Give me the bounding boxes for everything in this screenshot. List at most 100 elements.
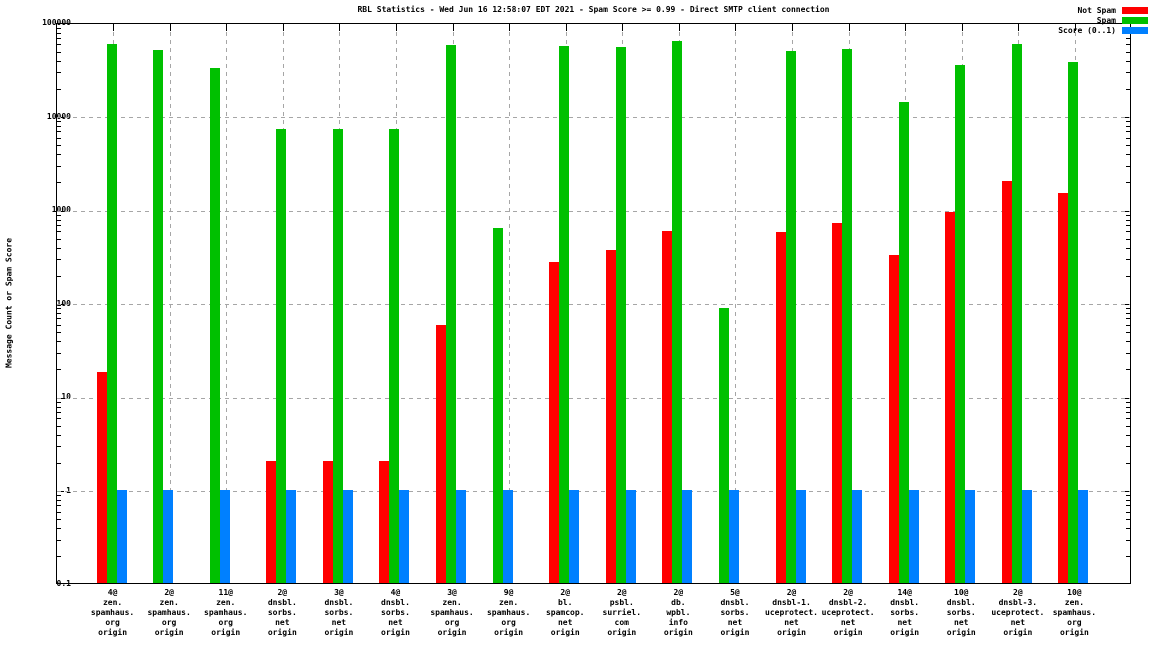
x-category-label-line: sorbs. (324, 608, 354, 617)
x-category-label-line: 14@ (897, 588, 912, 597)
x-category-label-line: net (727, 618, 743, 627)
y-minor-tick-right (1126, 539, 1130, 541)
x-category-label-line: net (557, 618, 573, 627)
x-category-label-line: org (105, 618, 120, 627)
y-minor-tick-left (57, 219, 61, 221)
y-tick-label: 100 (56, 298, 71, 308)
bar-cluster (718, 307, 739, 583)
bar-not-spam (1058, 192, 1069, 583)
y-minor-tick-left (57, 495, 61, 497)
x-category-label-line: 4@ (390, 588, 401, 597)
x-category-label: 10@ dnsbl. sorbs. net origin (919, 588, 1003, 638)
bar-cluster (945, 64, 976, 583)
y-minor-tick-left (57, 165, 61, 167)
x-category-label-line: 2@ (616, 588, 627, 597)
bar-cluster (153, 50, 174, 583)
bar-score-0-1- (286, 489, 297, 583)
legend-item: Spam (1058, 15, 1148, 25)
legend: Not Spam Spam Score (0..1) (1058, 5, 1148, 35)
bar-spam (718, 307, 729, 583)
x-category-label-line: origin (437, 628, 467, 637)
x-category-label-line: net (840, 618, 856, 627)
bar-score-0-1- (682, 489, 693, 583)
x-category-label-line: uceprotect. (821, 608, 875, 617)
bar-not-spam (322, 461, 333, 583)
bar-spam (559, 45, 570, 583)
x-category-label-line: info (668, 618, 688, 627)
x-category-label-line: origin (381, 628, 410, 637)
x-category-label-line: origin (98, 628, 128, 637)
x-category-label-line: org (1067, 618, 1082, 627)
x-category-label-line: origin (1003, 628, 1033, 637)
x-category-label-line: net (784, 618, 799, 627)
legend-item-label: Spam (1096, 15, 1116, 25)
y-minor-tick-right (1126, 434, 1130, 436)
x-category-label: 2@ bl. spamcop. net origin (523, 588, 607, 638)
x-category-label-line: 2@ (277, 588, 288, 597)
x-category-label-line: dnsbl. (381, 598, 410, 607)
x-category-label-line: origin (211, 628, 241, 637)
bar-spam (446, 44, 457, 583)
x-category-label-line: origin (946, 628, 976, 637)
x-category-label: 2@ dnsbl-1. uceprotect. net origin (750, 588, 834, 638)
y-minor-tick-left (57, 259, 61, 261)
x-tick-top (452, 24, 454, 31)
y-minor-tick-left (57, 37, 61, 39)
x-category-label-line: spamhaus. (204, 608, 248, 617)
y-minor-tick-right (1126, 425, 1130, 427)
x-tick-top (622, 24, 624, 31)
x-category-label: 3@ zen. spamhaus. org origin (410, 588, 494, 638)
y-minor-tick-left (57, 27, 61, 29)
x-category-label-line: 10@ (1067, 588, 1082, 597)
y-minor-tick-left (57, 121, 61, 123)
y-minor-tick-left (57, 88, 61, 90)
y-minor-tick-left (57, 500, 61, 502)
y-minor-tick-right (1126, 259, 1130, 261)
x-category-label-line: dnsbl. (946, 598, 976, 607)
y-minor-tick-right (1126, 137, 1130, 139)
bar-not-spam (775, 232, 786, 583)
bar-cluster (775, 50, 806, 583)
x-category-label-line: dnsbl-2. (828, 598, 868, 607)
y-minor-tick-right (1126, 324, 1130, 326)
x-category-label-line: 3@ (334, 588, 344, 597)
bar-not-spam (662, 231, 673, 583)
x-category-label-line: zen. (442, 598, 462, 607)
bar-cluster (1058, 62, 1089, 583)
x-tick-top (961, 24, 963, 31)
gridline-vertical (169, 24, 171, 583)
y-minor-tick-right (1126, 182, 1130, 184)
y-minor-tick-right (1126, 247, 1130, 249)
x-category-label-line: dnsbl-3. (998, 598, 1038, 607)
y-minor-tick-left (57, 411, 61, 413)
x-category-label-line: spamhaus. (147, 608, 191, 617)
bar-cluster (549, 45, 580, 583)
bar-cluster (436, 44, 467, 583)
bar-score-0-1- (116, 489, 127, 583)
y-minor-tick-left (57, 72, 61, 74)
y-minor-tick-left (57, 224, 61, 226)
y-minor-tick-left (57, 247, 61, 249)
x-category-label-line: wpbl. (666, 608, 691, 617)
y-minor-tick-right (1126, 214, 1130, 216)
y-tick-label: 1 (66, 485, 71, 495)
bar-spam (785, 50, 796, 583)
x-category-label-line: net (954, 618, 969, 627)
legend-item: Not Spam (1058, 5, 1148, 15)
x-category-label-line: 4@ (107, 588, 118, 597)
y-minor-tick-right (1126, 341, 1130, 343)
bar-cluster (888, 101, 919, 583)
x-category-label: 14@ dnsbl. sorbs. net origin (863, 588, 947, 638)
x-category-label: 4@ zen. spamhaus. org origin (71, 588, 155, 638)
y-minor-tick-right (1126, 126, 1130, 128)
y-minor-tick-left (57, 231, 61, 233)
x-category-label-line: origin (1059, 628, 1089, 637)
x-category-label: 5@ dnsbl. sorbs. net origin (693, 588, 777, 638)
y-minor-tick-right (1126, 462, 1130, 464)
bar-spam (615, 47, 626, 583)
y-minor-tick-left (57, 406, 61, 408)
bar-score-0-1- (795, 489, 806, 583)
y-minor-tick-right (1126, 511, 1130, 513)
y-minor-tick-left (57, 137, 61, 139)
